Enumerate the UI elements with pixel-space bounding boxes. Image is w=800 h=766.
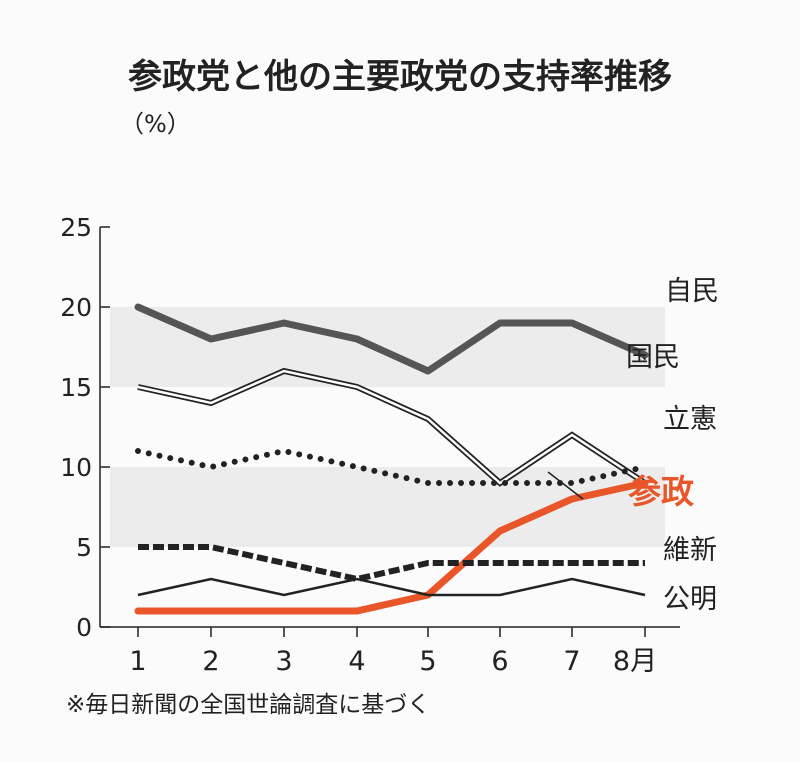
y-tick-label: 0: [76, 613, 92, 642]
source-note: ※毎日新聞の全国世論調査に基づく: [66, 692, 430, 718]
y-tick-label: 15: [60, 373, 92, 402]
y-tick-label: 10: [60, 453, 92, 482]
x-tick-label: 3: [275, 646, 292, 677]
series-line-公明: [138, 579, 645, 595]
y-tick-label: 25: [60, 213, 92, 242]
x-tick-label: 7: [563, 646, 580, 677]
x-tick-label: 4: [348, 646, 365, 677]
y-tick-label: 20: [60, 293, 92, 322]
series-label: 公明: [663, 584, 717, 615]
x-tick-label: 8月: [613, 646, 657, 677]
x-tick-label: 1: [129, 646, 146, 677]
shaded-band: [110, 307, 665, 387]
series-label: 国民: [626, 342, 680, 373]
x-tick-label: 5: [419, 646, 436, 677]
x-tick-label: 6: [491, 646, 508, 677]
y-tick-label: 5: [76, 533, 92, 562]
x-tick-label: 2: [202, 646, 219, 677]
chart-title: 参政党と他の主要政党の支持率推移: [128, 57, 672, 97]
series-label: 立憲: [663, 404, 717, 435]
y-axis-unit: （%）: [120, 110, 191, 138]
series-line-維新: [138, 547, 645, 579]
series-label: 維新: [663, 535, 717, 566]
series-label: 参政: [628, 472, 694, 511]
series-label: 自民: [665, 276, 719, 307]
